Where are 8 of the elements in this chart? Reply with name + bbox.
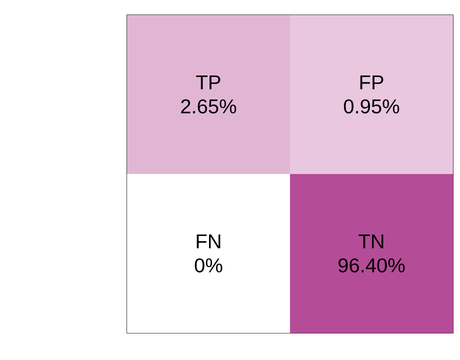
data-label: 2.65% — [181, 99, 236, 114]
annotation: FN — [196, 234, 220, 248]
annotation: TN — [358, 234, 384, 248]
annotation: FP — [360, 76, 384, 90]
data-label: 96.40% — [338, 258, 405, 272]
annotation: TP — [196, 76, 220, 90]
data-label: 0% — [194, 258, 222, 272]
data-label: 0.95% — [344, 99, 400, 114]
